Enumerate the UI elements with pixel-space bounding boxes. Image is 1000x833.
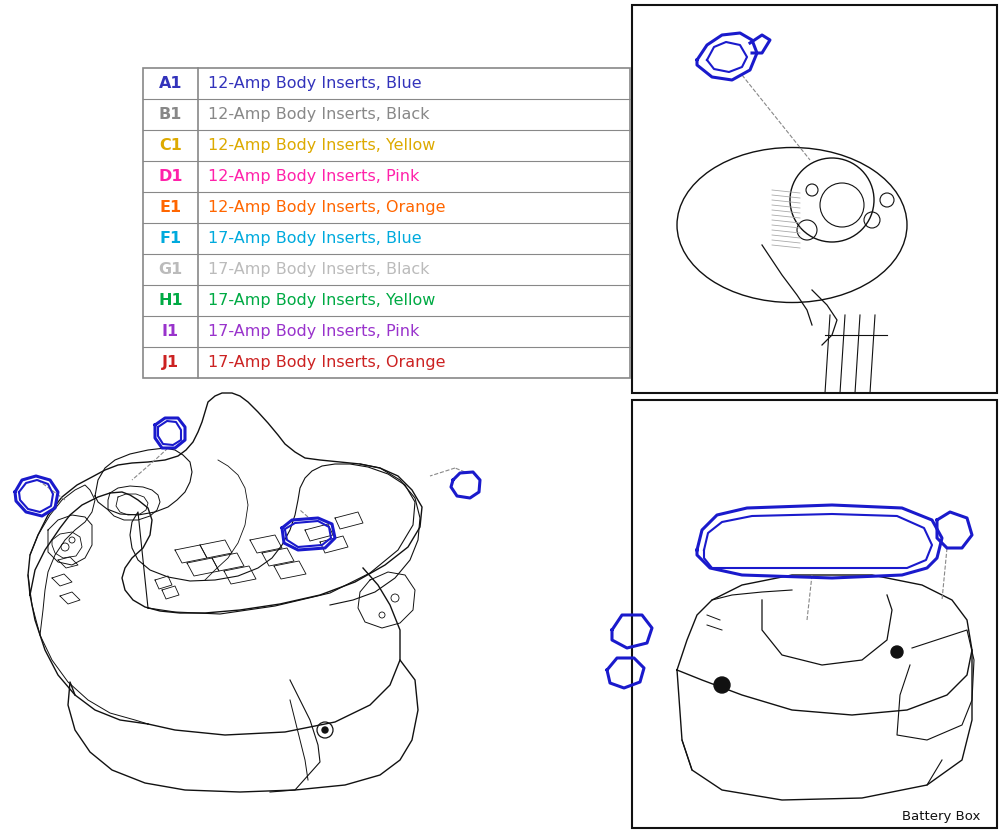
Text: 12-Amp Body Inserts, Blue: 12-Amp Body Inserts, Blue bbox=[208, 76, 422, 91]
Text: H1: H1 bbox=[158, 293, 183, 308]
Text: 12-Amp Body Inserts, Yellow: 12-Amp Body Inserts, Yellow bbox=[208, 138, 435, 153]
Text: 17-Amp Body Inserts, Orange: 17-Amp Body Inserts, Orange bbox=[208, 355, 446, 370]
Bar bbox=[143, 68, 630, 378]
Text: F1: F1 bbox=[159, 231, 182, 246]
Text: J1: J1 bbox=[162, 355, 179, 370]
Text: 17-Amp Body Inserts, Black: 17-Amp Body Inserts, Black bbox=[208, 262, 430, 277]
Text: I1: I1 bbox=[162, 324, 179, 339]
Bar bbox=[632, 400, 997, 828]
Bar bbox=[632, 5, 997, 393]
Text: D1: D1 bbox=[158, 169, 183, 184]
Circle shape bbox=[714, 677, 730, 693]
Text: E1: E1 bbox=[159, 200, 182, 215]
Text: A1: A1 bbox=[159, 76, 182, 91]
Text: 17-Amp Body Inserts, Blue: 17-Amp Body Inserts, Blue bbox=[208, 231, 422, 246]
Text: 12-Amp Body Inserts, Pink: 12-Amp Body Inserts, Pink bbox=[208, 169, 419, 184]
Circle shape bbox=[891, 646, 903, 658]
Text: 12-Amp Body Inserts, Black: 12-Amp Body Inserts, Black bbox=[208, 107, 430, 122]
Text: 17-Amp Body Inserts, Pink: 17-Amp Body Inserts, Pink bbox=[208, 324, 419, 339]
Text: 12-Amp Body Inserts, Orange: 12-Amp Body Inserts, Orange bbox=[208, 200, 446, 215]
Text: 17-Amp Body Inserts, Yellow: 17-Amp Body Inserts, Yellow bbox=[208, 293, 435, 308]
Text: G1: G1 bbox=[158, 262, 183, 277]
Text: B1: B1 bbox=[159, 107, 182, 122]
Text: C1: C1 bbox=[159, 138, 182, 153]
Circle shape bbox=[322, 727, 328, 733]
Text: Battery Box: Battery Box bbox=[902, 810, 980, 823]
